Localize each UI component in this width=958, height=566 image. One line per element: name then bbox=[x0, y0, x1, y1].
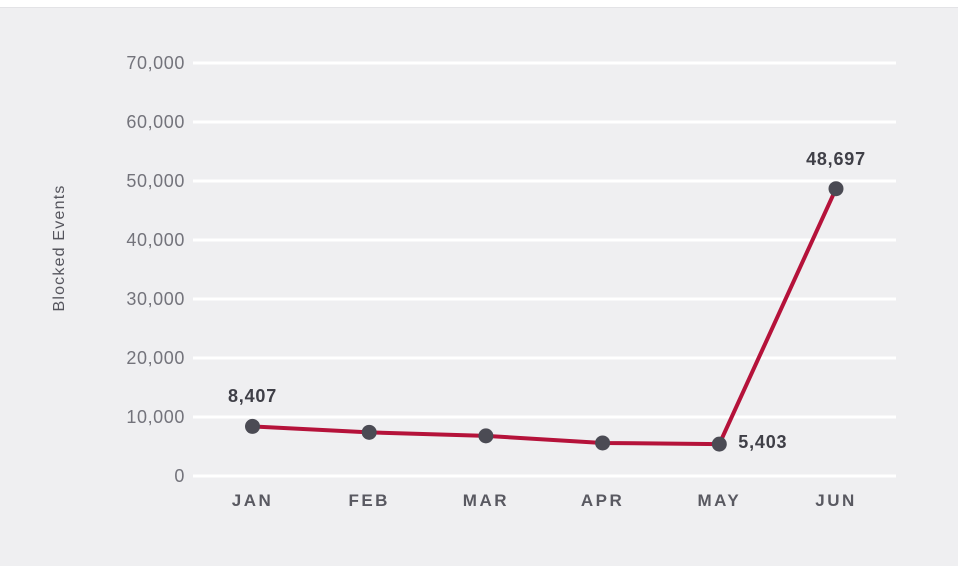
y-tick-label: 10,000 bbox=[126, 407, 185, 427]
data-point-marker bbox=[711, 436, 727, 452]
y-tick-label: 20,000 bbox=[126, 348, 185, 368]
x-tick-label: MAY bbox=[697, 491, 742, 510]
x-tick-label: FEB bbox=[348, 491, 390, 510]
y-tick-label: 50,000 bbox=[126, 171, 185, 191]
x-tick-label: MAR bbox=[462, 491, 509, 510]
x-tick-label: APR bbox=[580, 491, 625, 510]
y-tick-label: 60,000 bbox=[126, 112, 185, 132]
top-border bbox=[0, 0, 958, 8]
y-tick-label: 40,000 bbox=[126, 230, 185, 250]
data-label: 48,697 bbox=[806, 148, 866, 169]
series-line bbox=[252, 187, 838, 447]
y-tick-label: 70,000 bbox=[126, 53, 185, 73]
x-tick-label: JUN bbox=[815, 491, 857, 510]
data-label: 5,403 bbox=[738, 432, 788, 453]
y-tick-label: 30,000 bbox=[126, 289, 185, 309]
x-tick-label: JAN bbox=[231, 491, 274, 510]
y-tick-label: 0 bbox=[174, 466, 185, 486]
data-point-marker bbox=[478, 428, 494, 444]
data-point-marker bbox=[828, 181, 844, 197]
data-point-marker bbox=[245, 418, 260, 434]
data-point-marker bbox=[361, 424, 377, 440]
data-point-marker bbox=[595, 435, 611, 451]
data-label: 8,407 bbox=[227, 386, 278, 407]
